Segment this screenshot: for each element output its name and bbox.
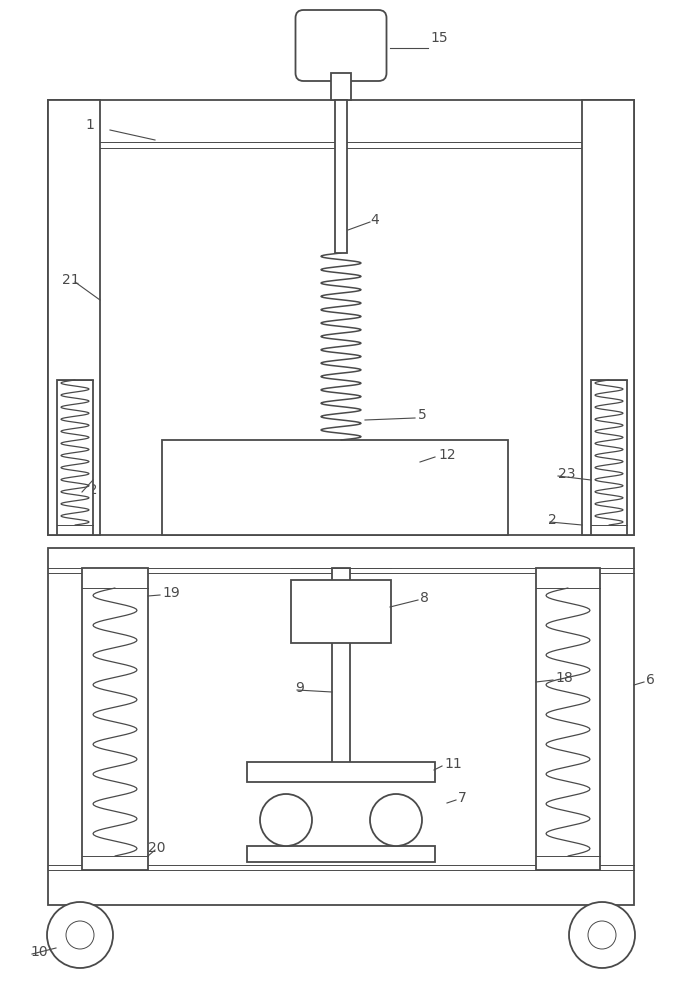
Bar [247,762,435,782]
Text: 11: 11 [444,757,462,771]
Text: 8: 8 [420,591,429,605]
Text: 7: 7 [458,791,466,805]
Circle shape [66,921,94,949]
Bar [247,846,435,862]
Bar [291,580,391,643]
Text: 10: 10 [30,945,48,959]
Circle shape [260,794,312,846]
Text: 18: 18 [555,671,573,685]
Text: 2: 2 [548,513,557,527]
Bar [331,73,351,100]
Text: 23: 23 [558,467,576,481]
Bar [48,548,634,905]
FancyBboxPatch shape [295,10,387,81]
Text: 15: 15 [430,31,447,45]
Bar [162,440,508,535]
Text: 19: 19 [162,586,180,600]
Text: 1: 1 [85,118,94,132]
Bar [48,100,100,535]
Bar [82,568,148,870]
Text: 5: 5 [418,408,427,422]
Circle shape [588,921,616,949]
Bar [332,568,350,765]
Bar [48,100,634,535]
Circle shape [569,902,635,968]
Bar [591,380,627,535]
Text: 21: 21 [62,273,80,287]
Bar [335,100,347,253]
Text: 12: 12 [438,448,456,462]
Bar [57,380,93,535]
Text: 20: 20 [148,841,166,855]
Bar [582,100,634,535]
Text: 4: 4 [370,213,379,227]
Text: 22: 22 [80,483,98,497]
Bar [536,568,600,870]
Text: 6: 6 [646,673,655,687]
Circle shape [370,794,422,846]
Text: 9: 9 [295,681,304,695]
Circle shape [47,902,113,968]
